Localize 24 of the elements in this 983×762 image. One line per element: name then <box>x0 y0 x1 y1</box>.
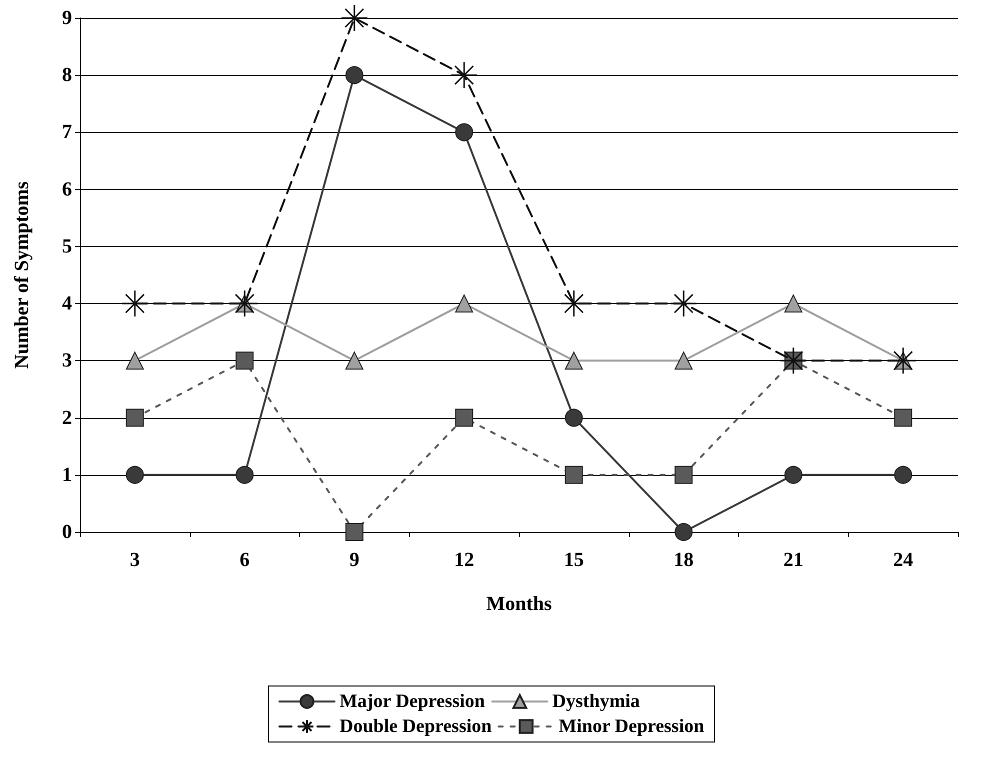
y-tick-label: 8 <box>62 64 72 86</box>
x-tick-label: 9 <box>349 549 360 571</box>
x-tick-label: 21 <box>783 549 804 571</box>
y-tick-label: 0 <box>62 521 72 543</box>
legend-label: Minor Depression <box>558 716 705 737</box>
legend-label: Dysthymia <box>552 691 640 712</box>
x-tick-label: 3 <box>130 549 140 571</box>
y-tick-label: 3 <box>62 350 72 372</box>
y-tick-label: 7 <box>62 121 72 144</box>
y-tick-label: 5 <box>62 235 72 258</box>
legend-label: Major Depression <box>339 691 486 712</box>
x-tick-label: 24 <box>893 549 914 571</box>
y-axis-title: Number of Symptoms <box>11 181 33 369</box>
legend-label: Double Depression <box>339 716 492 737</box>
y-tick-label: 2 <box>62 406 72 429</box>
x-tick-label: 12 <box>454 549 474 571</box>
x-tick-label: 15 <box>564 549 584 571</box>
y-tick-label: 6 <box>62 178 72 200</box>
x-tick-label: 6 <box>240 549 250 571</box>
y-tick-label: 9 <box>62 7 72 29</box>
y-tick-label: 1 <box>62 464 72 486</box>
x-axis-title: Months <box>486 593 552 615</box>
x-tick-label: 18 <box>674 549 694 571</box>
y-tick-label: 4 <box>62 292 72 315</box>
